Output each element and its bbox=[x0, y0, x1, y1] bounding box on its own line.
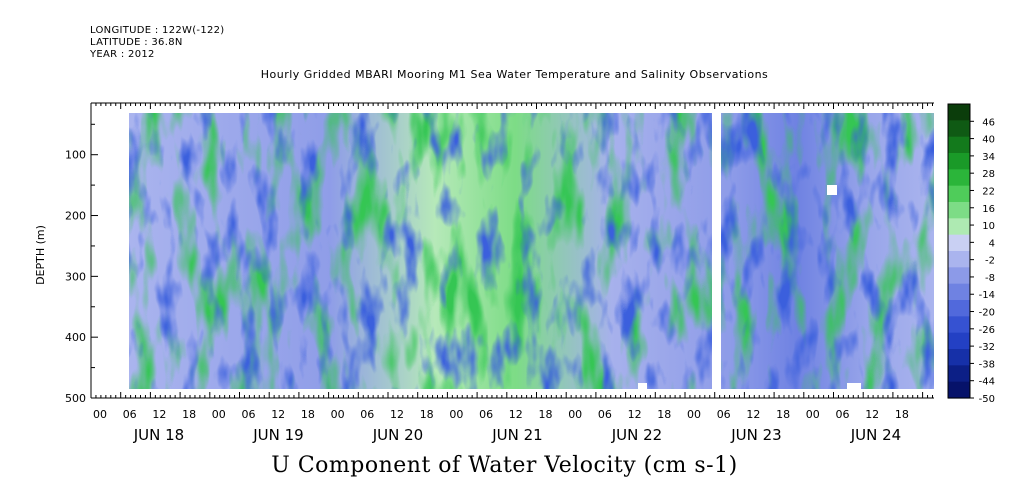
longitude-label: LONGITUDE : 122W(-122) bbox=[90, 25, 225, 36]
colorbar-swatch bbox=[948, 202, 970, 219]
plot-area bbox=[90, 102, 934, 399]
colorbar: 46 40 34 28 22 16 10 4 -2 -8 -14 -20 -26 -32 -38 -44 -50 bbox=[947, 103, 995, 405]
colorbar-swatch bbox=[948, 283, 970, 301]
x-hour-label: 12 bbox=[509, 408, 523, 421]
x-hour-label: 12 bbox=[628, 408, 642, 421]
x-hour-label: 00 bbox=[687, 408, 701, 421]
x-hour-label: 00 bbox=[449, 408, 463, 421]
colorbar-label: -50 bbox=[979, 394, 995, 405]
x-day-label: JUN 21 bbox=[491, 426, 542, 444]
x-hour-label: 06 bbox=[717, 408, 731, 421]
x-hour-label: 12 bbox=[865, 408, 879, 421]
x-hour-label: 06 bbox=[479, 408, 493, 421]
x-hour-label: 06 bbox=[836, 408, 850, 421]
x-hour-label: 00 bbox=[806, 408, 820, 421]
y-axis-label: DEPTH (m) bbox=[34, 225, 47, 285]
x-hour-label: 18 bbox=[539, 408, 553, 421]
latitude-label: LATITUDE : 36.8N bbox=[90, 37, 183, 48]
colorbar-swatch bbox=[948, 267, 970, 285]
x-hour-label: 00 bbox=[93, 408, 107, 421]
colorbar-swatch bbox=[948, 169, 970, 187]
colorbar-label: 34 bbox=[982, 152, 995, 163]
data-gap bbox=[712, 108, 721, 394]
year-label: YEAR : 2012 bbox=[90, 49, 155, 60]
colorbar-swatch bbox=[948, 300, 970, 317]
heatmap-negative-texture bbox=[129, 113, 934, 389]
x-hour-label: 18 bbox=[657, 408, 671, 421]
colorbar-label: 22 bbox=[982, 186, 995, 197]
chart-title: Hourly Gridded MBARI Mooring M1 Sea Wate… bbox=[260, 68, 769, 81]
y-tick-label: 400 bbox=[65, 331, 86, 344]
colorbar-swatch bbox=[948, 120, 970, 138]
x-hour-label: 00 bbox=[212, 408, 226, 421]
y-tick-label: 100 bbox=[65, 149, 86, 162]
x-axis-title: U Component of Water Velocity (cm s-1) bbox=[271, 453, 738, 478]
colorbar-swatch bbox=[948, 104, 970, 121]
x-hour-label: 00 bbox=[568, 408, 582, 421]
x-hour-label: 00 bbox=[331, 408, 345, 421]
colorbar-swatch bbox=[948, 234, 970, 252]
x-hour-label: 12 bbox=[746, 408, 760, 421]
colorbar-swatch bbox=[948, 185, 970, 203]
x-day-label: JUN 24 bbox=[850, 426, 901, 444]
colorbar-swatch bbox=[948, 153, 970, 170]
colorbar-label: -14 bbox=[979, 290, 995, 301]
colorbar-swatch bbox=[948, 365, 970, 383]
colorbar-swatch bbox=[948, 332, 970, 350]
x-hour-label: 12 bbox=[271, 408, 285, 421]
colorbar-label: -2 bbox=[985, 256, 995, 267]
y-tick-label: 200 bbox=[65, 210, 86, 223]
missing-cell bbox=[847, 383, 861, 389]
x-hour-label: 06 bbox=[123, 408, 137, 421]
colorbar-swatch bbox=[948, 251, 970, 268]
colorbar-swatch bbox=[948, 381, 970, 399]
missing-cell bbox=[827, 185, 837, 195]
missing-cell bbox=[638, 383, 647, 389]
colorbar-label: 46 bbox=[982, 117, 995, 128]
x-hour-label: 18 bbox=[420, 408, 434, 421]
colorbar-label: -8 bbox=[985, 273, 995, 284]
colorbar-label: 4 bbox=[989, 238, 995, 249]
colorbar-swatch bbox=[948, 136, 970, 154]
colorbar-swatch bbox=[948, 218, 970, 236]
colorbar-frame bbox=[947, 103, 971, 399]
x-day-label: JUN 20 bbox=[372, 426, 423, 444]
colorbar-swatch bbox=[948, 316, 970, 334]
colorbar-label: -44 bbox=[979, 377, 995, 388]
colorbar-label: -32 bbox=[979, 342, 995, 353]
x-hour-label: 12 bbox=[152, 408, 166, 421]
colorbar-label: 40 bbox=[982, 135, 995, 146]
y-axis: 100 200 300 400 500 bbox=[65, 123, 98, 405]
x-day-label: JUN 19 bbox=[252, 426, 303, 444]
x-hour-label: 18 bbox=[182, 408, 196, 421]
colorbar-label: -20 bbox=[979, 308, 995, 319]
x-hour-label: 18 bbox=[776, 408, 790, 421]
x-hour-label: 06 bbox=[242, 408, 256, 421]
colorbar-label: -38 bbox=[979, 359, 995, 370]
x-axis: 00 06 12 18 00 06 12 18 00 06 12 18 00 06 12 18 00 06 12 18… bbox=[90, 103, 933, 444]
y-tick-label: 500 bbox=[65, 392, 86, 405]
colorbar-swatch bbox=[948, 349, 970, 366]
x-day-label: JUN 22 bbox=[611, 426, 662, 444]
x-day-label: JUN 18 bbox=[133, 426, 184, 444]
x-hour-label: 18 bbox=[895, 408, 909, 421]
y-tick-label: 300 bbox=[65, 270, 86, 283]
x-day-label: JUN 23 bbox=[730, 426, 781, 444]
x-hour-label: 12 bbox=[390, 408, 404, 421]
colorbar-label: 28 bbox=[982, 169, 995, 180]
x-hour-label: 06 bbox=[360, 408, 374, 421]
x-hour-label: 06 bbox=[598, 408, 612, 421]
colorbar-label: 10 bbox=[982, 221, 995, 232]
colorbar-label: -26 bbox=[979, 325, 995, 336]
x-hour-label: 18 bbox=[301, 408, 315, 421]
colorbar-label: 16 bbox=[982, 204, 995, 215]
